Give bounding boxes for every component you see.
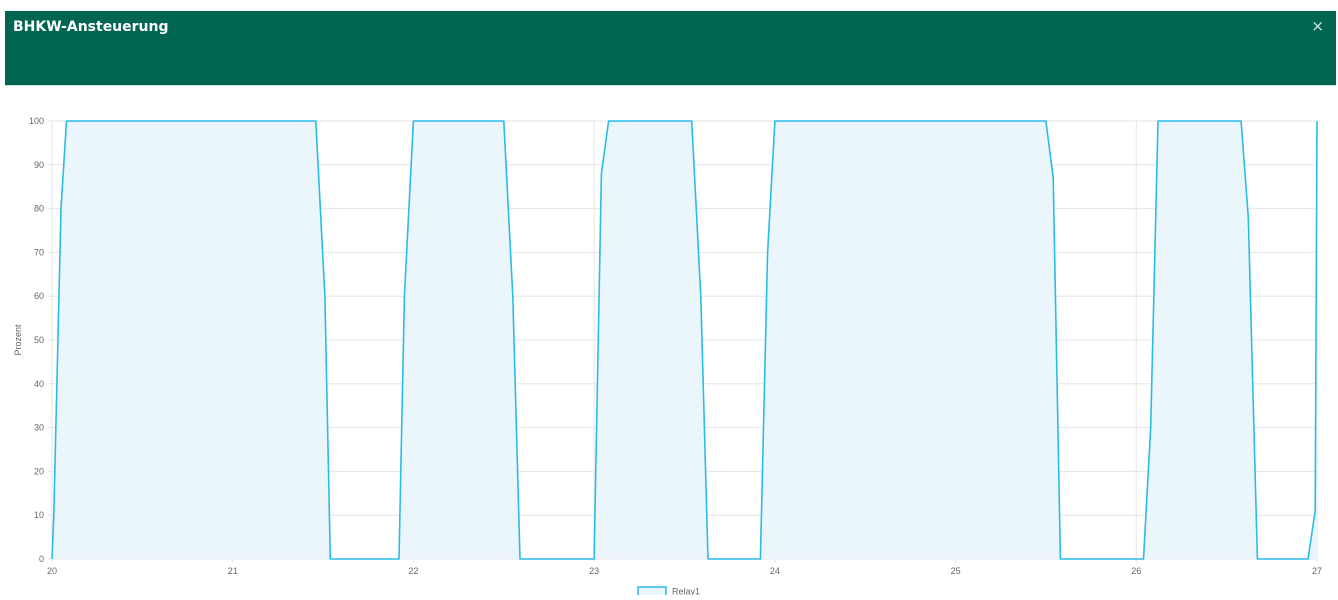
- y-tick-label: 80: [34, 204, 44, 214]
- series-line-relay1: [51, 120, 1318, 560]
- dialog-title: BHKW-Ansteuerung: [13, 19, 169, 35]
- top-strip: [0, 0, 1338, 11]
- x-tick-label: 22: [408, 566, 418, 576]
- y-tick-label: 10: [34, 510, 44, 520]
- dialog-header: BHKW-Ansteuerung ×: [5, 11, 1336, 86]
- y-tick-label: 100: [29, 116, 44, 126]
- close-icon[interactable]: ×: [1311, 17, 1324, 35]
- legend-label-relay1: Relay1: [672, 587, 700, 596]
- x-tick-label: 26: [1131, 566, 1141, 576]
- y-tick-label: 70: [34, 247, 44, 257]
- y-tick-label: 20: [34, 466, 44, 476]
- x-tick-label: 27: [1312, 566, 1322, 576]
- x-tick-label: 23: [589, 566, 599, 576]
- chart-axes: 0 10 20 30 40 50 60 70 80 90 100 20 21 22 23 24 25 26 27: [29, 116, 1322, 576]
- y-tick-label: 90: [34, 160, 44, 170]
- x-tick-label: 24: [770, 566, 780, 576]
- y-tick-label: 30: [34, 423, 44, 433]
- chart-series: [51, 120, 1318, 560]
- y-tick-label: 40: [34, 379, 44, 389]
- y-tick-label: 50: [34, 335, 44, 345]
- x-tick-label: 20: [47, 566, 57, 576]
- chart-legend[interactable]: Relay1: [637, 586, 700, 597]
- chart-container: 0 10 20 30 40 50 60 70 80 90 100 20 21 22 23 24 25 26 27 P…: [0, 86, 1338, 597]
- y-axis-label: Prozent: [13, 324, 23, 356]
- y-tick-label: 0: [39, 554, 44, 564]
- series-area-relay1: [52, 121, 1317, 559]
- x-tick-label: 21: [228, 566, 238, 576]
- relay-chart: 0 10 20 30 40 50 60 70 80 90 100 20 21 22 23 24 25 26 27 P…: [13, 116, 1322, 597]
- x-tick-label: 25: [951, 566, 961, 576]
- legend-swatch-relay1: [637, 586, 667, 597]
- y-tick-label: 60: [34, 291, 44, 301]
